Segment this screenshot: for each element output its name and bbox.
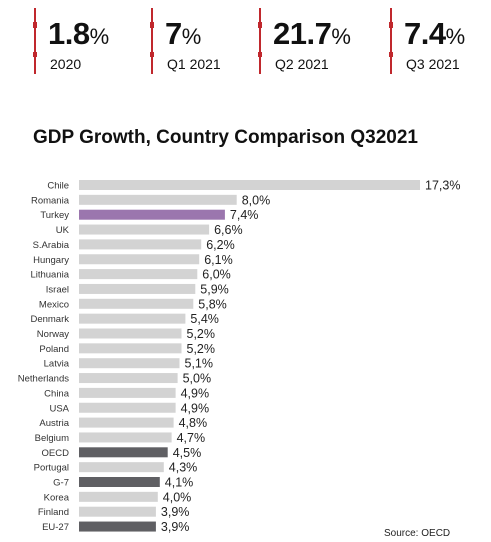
stat-label: Q2 2021 bbox=[275, 56, 329, 72]
stat-value: 21.7% bbox=[273, 16, 351, 52]
stat-label: Q3 2021 bbox=[406, 56, 460, 72]
category-label-belgium: Belgium bbox=[35, 433, 69, 444]
value-label-hungary: 6,1% bbox=[204, 253, 233, 267]
value-label-turkey: 7,4% bbox=[230, 208, 259, 222]
bar-norway bbox=[79, 328, 182, 339]
value-label-austria: 4,8% bbox=[179, 416, 208, 430]
bar-finland bbox=[79, 506, 156, 517]
category-label-lithuania: Lithuania bbox=[30, 270, 69, 281]
source-note: Source: OECD bbox=[384, 528, 451, 539]
category-label-usa: USA bbox=[49, 403, 69, 414]
value-label-mexico: 5,8% bbox=[198, 297, 227, 311]
category-label-finland: Finland bbox=[38, 507, 69, 518]
summary-stats: 1.8% 2020 7% Q1 2021 21.7% Q2 2021 7.4% … bbox=[0, 0, 491, 80]
bar-portugal bbox=[79, 462, 164, 473]
stat-unit: % bbox=[181, 24, 202, 49]
value-label-eu-27: 3,9% bbox=[161, 520, 190, 534]
bar-eu-27 bbox=[79, 521, 156, 532]
bar-romania bbox=[79, 194, 237, 205]
category-label-denmark: Denmark bbox=[30, 314, 69, 325]
category-label-portugal: Portugal bbox=[34, 463, 69, 474]
value-label-oecd: 4,5% bbox=[173, 446, 202, 460]
bar-uk bbox=[79, 224, 210, 235]
value-label-uk: 6,6% bbox=[214, 223, 243, 237]
stat-number: 21.7 bbox=[273, 16, 332, 51]
bar-denmark bbox=[79, 313, 186, 324]
accent-line bbox=[33, 8, 37, 74]
stat-number: 1.8 bbox=[48, 16, 90, 51]
chart-title: GDP Growth, Country Comparison Q32021 bbox=[33, 127, 419, 148]
value-label-portugal: 4,3% bbox=[169, 461, 198, 475]
bar-usa bbox=[79, 402, 176, 413]
category-label-korea: Korea bbox=[44, 492, 70, 503]
bar-poland bbox=[79, 343, 182, 354]
stat-unit: % bbox=[331, 24, 351, 49]
category-label-hungary: Hungary bbox=[33, 255, 69, 266]
value-label-s-arabia: 6,2% bbox=[206, 238, 235, 252]
bar-g-7 bbox=[79, 477, 160, 487]
stat-unit: % bbox=[89, 24, 110, 49]
value-label-norway: 5,2% bbox=[187, 327, 216, 341]
category-label-netherlands: Netherlands bbox=[18, 374, 69, 385]
value-label-latvia: 5,1% bbox=[185, 357, 214, 371]
category-label-oecd: OECD bbox=[42, 448, 70, 459]
bar-austria bbox=[79, 417, 174, 428]
category-label-austria: Austria bbox=[39, 418, 69, 429]
bar-turkey bbox=[79, 209, 225, 220]
category-label-s-arabia: S.Arabia bbox=[33, 240, 70, 251]
stat-value: 7% bbox=[165, 16, 201, 52]
value-label-belgium: 4,7% bbox=[177, 431, 206, 445]
value-label-usa: 4,9% bbox=[181, 401, 210, 415]
value-label-israel: 5,9% bbox=[200, 282, 229, 296]
bar-lithuania bbox=[79, 269, 198, 280]
category-label-chile: Chile bbox=[47, 181, 69, 192]
value-label-finland: 3,9% bbox=[161, 505, 190, 519]
bar-mexico bbox=[79, 298, 194, 309]
category-label-poland: Poland bbox=[39, 344, 69, 355]
category-label-mexico: Mexico bbox=[39, 299, 69, 310]
stat-value: 1.8% bbox=[48, 16, 109, 52]
bar-china bbox=[79, 387, 176, 398]
value-label-g-7: 4,1% bbox=[165, 476, 194, 490]
bar-hungary bbox=[79, 254, 200, 265]
bar-s-arabia bbox=[79, 239, 202, 250]
category-label-china: China bbox=[44, 388, 70, 399]
bar-belgium bbox=[79, 432, 172, 443]
bar-korea bbox=[79, 491, 158, 502]
stat-number: 7 bbox=[165, 16, 182, 51]
category-label-israel: Israel bbox=[46, 284, 69, 295]
category-label-uk: UK bbox=[56, 225, 70, 236]
bar-chile bbox=[79, 180, 420, 190]
bar-netherlands bbox=[79, 373, 178, 384]
category-label-latvia: Latvia bbox=[44, 359, 70, 370]
value-label-poland: 5,2% bbox=[187, 342, 216, 356]
value-label-lithuania: 6,0% bbox=[202, 268, 231, 282]
stat-number: 7.4 bbox=[404, 16, 446, 51]
stat-label: 2020 bbox=[50, 56, 82, 72]
accent-line bbox=[150, 8, 154, 74]
bar-israel bbox=[79, 283, 196, 294]
category-label-eu-27: EU-27 bbox=[42, 522, 69, 533]
bar-oecd bbox=[79, 447, 168, 458]
category-label-norway: Norway bbox=[37, 329, 69, 340]
stat-value: 7.4% bbox=[404, 16, 465, 52]
accent-line bbox=[389, 8, 393, 74]
value-label-denmark: 5,4% bbox=[190, 312, 219, 326]
accent-line bbox=[258, 8, 262, 74]
value-label-romania: 8,0% bbox=[242, 193, 271, 207]
category-label-g-7: G-7 bbox=[53, 478, 69, 489]
bar-latvia bbox=[79, 358, 180, 369]
value-label-korea: 4,0% bbox=[163, 490, 192, 504]
category-label-turkey: Turkey bbox=[40, 210, 69, 221]
value-label-chile: 17,3% bbox=[425, 179, 460, 193]
category-label-romania: Romania bbox=[31, 195, 70, 206]
value-label-netherlands: 5,0% bbox=[183, 372, 212, 386]
value-label-china: 4,9% bbox=[181, 386, 210, 400]
stat-unit: % bbox=[445, 24, 466, 49]
stat-label: Q1 2021 bbox=[167, 56, 221, 72]
